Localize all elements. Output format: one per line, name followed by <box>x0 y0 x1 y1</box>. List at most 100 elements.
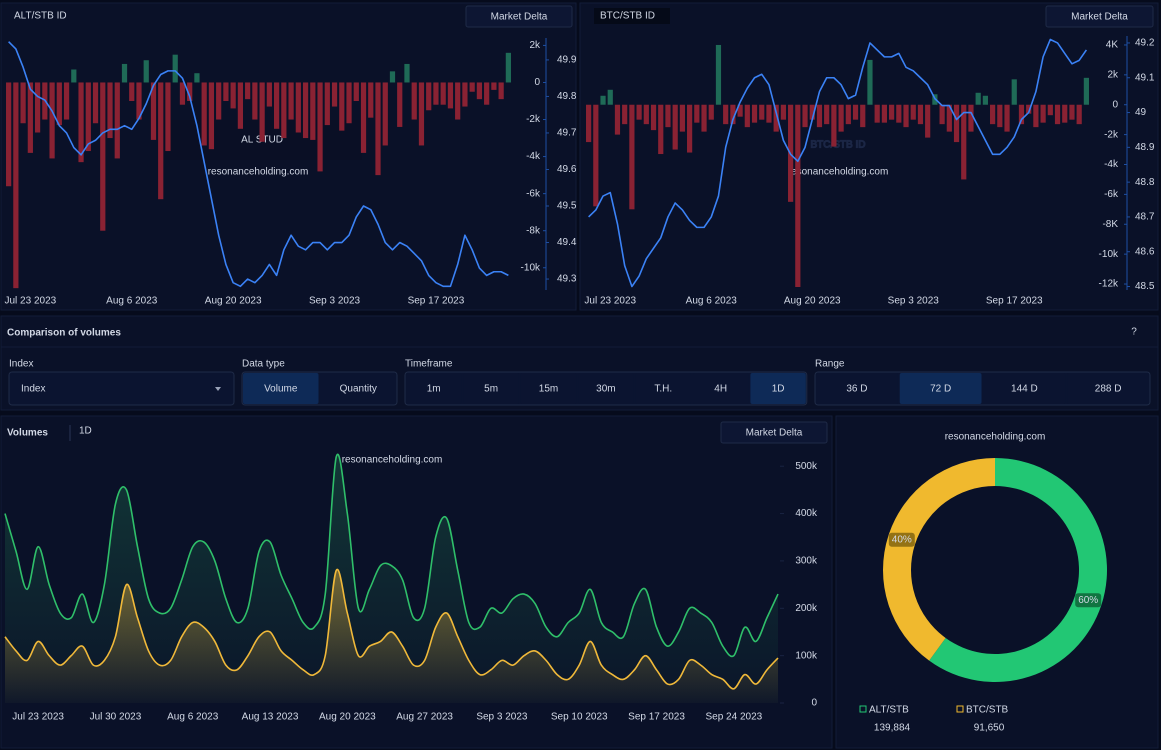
delta-bar <box>629 104 635 210</box>
segment-option-label[interactable]: Volume <box>264 384 298 395</box>
y2-tick-label: 49 <box>1135 107 1147 118</box>
segment-option-label[interactable]: 1m <box>427 384 441 395</box>
segment-option[interactable] <box>899 373 982 404</box>
delta-bar <box>751 104 758 123</box>
x-tick-label: Sep 17 2023 <box>986 296 1043 307</box>
delta-bar <box>1040 104 1046 123</box>
delta-bar <box>331 82 338 107</box>
segment-option-label[interactable]: 4H <box>714 384 727 395</box>
delta-bar <box>816 104 823 128</box>
segment-option-label[interactable]: 288 D <box>1095 384 1122 395</box>
panel-btc <box>579 2 1159 311</box>
segment-option[interactable] <box>750 373 806 404</box>
y-tick-label: 0 <box>534 77 540 88</box>
delta-bar <box>462 82 468 107</box>
control-label: Data type <box>242 359 285 370</box>
delta-bar <box>71 69 77 83</box>
segment-option-label[interactable]: Quantity <box>340 384 377 395</box>
slice-label-bg <box>1075 593 1102 608</box>
legend-total: 139,884 <box>874 723 911 734</box>
y2-tick-label: 49.5 <box>557 201 577 212</box>
segment-option-label[interactable]: 15m <box>539 384 558 395</box>
y2-tick-label: 49.2 <box>1135 38 1155 49</box>
market-delta-button[interactable] <box>720 421 828 444</box>
x-tick-label: Aug 20 2023 <box>784 296 841 307</box>
delta-bar <box>694 104 700 123</box>
volume-line <box>4 453 779 658</box>
segment-option[interactable] <box>578 373 634 404</box>
market-delta-button-label[interactable]: Market Delta <box>1071 12 1128 23</box>
segment-option[interactable] <box>816 373 898 404</box>
y-tick-label: -10k <box>521 262 541 273</box>
segment-option[interactable] <box>983 373 1066 404</box>
y2-tick-label: 48.8 <box>1135 177 1155 188</box>
delta-bar <box>389 71 396 83</box>
slice-label: 60% <box>1078 595 1098 606</box>
delta-bar <box>1033 104 1039 128</box>
segment-option[interactable] <box>243 373 319 404</box>
y-tick-label: 0 <box>1112 99 1118 110</box>
delta-bar <box>687 104 693 153</box>
x-tick-label: Sep 10 2023 <box>551 712 608 723</box>
delta-bar <box>27 82 33 153</box>
segment-option-label[interactable]: 1D <box>772 384 785 395</box>
market-delta-button[interactable] <box>1045 5 1154 28</box>
delta-bar <box>484 82 490 105</box>
x-tick-label: Aug 6 2023 <box>686 296 738 307</box>
segment-option[interactable] <box>320 373 397 404</box>
delta-bar <box>1011 79 1017 105</box>
y2-tick-label: 49.6 <box>557 164 577 175</box>
delta-bar <box>1054 104 1061 125</box>
delta-bar <box>165 82 171 152</box>
segment-option[interactable] <box>520 373 577 404</box>
y-tick-label: -12k <box>1099 279 1119 290</box>
y2-tick-label: 49.7 <box>557 128 577 139</box>
delta-bar <box>860 104 866 128</box>
segment-option[interactable] <box>693 373 749 404</box>
delta-bar <box>708 104 714 120</box>
segment-option[interactable] <box>463 373 519 404</box>
segment-option-label[interactable]: 144 D <box>1011 384 1038 395</box>
x-tick-label: Aug 6 2023 <box>106 296 158 307</box>
delta-bar <box>302 82 309 139</box>
delta-bar <box>6 82 12 187</box>
y2-tick-label: 49.1 <box>1135 72 1155 83</box>
delta-bar <box>78 82 84 163</box>
delta-bar <box>997 104 1003 128</box>
delta-bar <box>946 104 952 132</box>
market-delta-button-label[interactable]: Market Delta <box>491 12 548 23</box>
segment-option-label[interactable]: 5m <box>484 384 498 395</box>
segment-option[interactable] <box>406 373 462 404</box>
slice-label: 40% <box>892 534 912 545</box>
delta-bar <box>889 104 895 120</box>
help-button[interactable]: ? <box>1131 327 1137 338</box>
y-tick-label: -8k <box>526 225 541 236</box>
x-tick-label: Aug 6 2023 <box>167 712 219 723</box>
market-delta-button-label[interactable]: Market Delta <box>746 428 803 439</box>
delta-bar <box>121 63 128 83</box>
delta-bar <box>643 104 649 125</box>
delta-bar <box>773 104 779 132</box>
index-dropdown[interactable] <box>8 371 235 406</box>
donut-slice <box>882 458 995 661</box>
segment-option-label[interactable]: 30m <box>596 384 615 395</box>
delta-bar <box>100 82 106 231</box>
segment-option-label[interactable]: T.H. <box>654 384 672 395</box>
delta-bar <box>1004 104 1010 132</box>
segment-option[interactable] <box>635 373 691 404</box>
delta-bar <box>426 82 432 111</box>
x-tick-label: Sep 3 2023 <box>476 712 528 723</box>
segment-option-label[interactable]: 72 D <box>930 384 951 395</box>
x-tick-label: Sep 17 2023 <box>408 296 465 307</box>
delta-bar <box>252 82 258 120</box>
delta-bar <box>447 82 454 109</box>
y2-tick-label: 48.9 <box>1135 142 1155 153</box>
segment-option-label[interactable]: 36 D <box>846 384 867 395</box>
delta-bar <box>1047 104 1053 116</box>
segment-option[interactable] <box>1067 373 1149 404</box>
delta-bar <box>802 104 808 128</box>
delta-bar <box>990 104 996 125</box>
market-delta-button[interactable] <box>465 5 573 28</box>
delta-bar <box>867 59 873 105</box>
x-tick-label: Aug 27 2023 <box>396 712 453 723</box>
